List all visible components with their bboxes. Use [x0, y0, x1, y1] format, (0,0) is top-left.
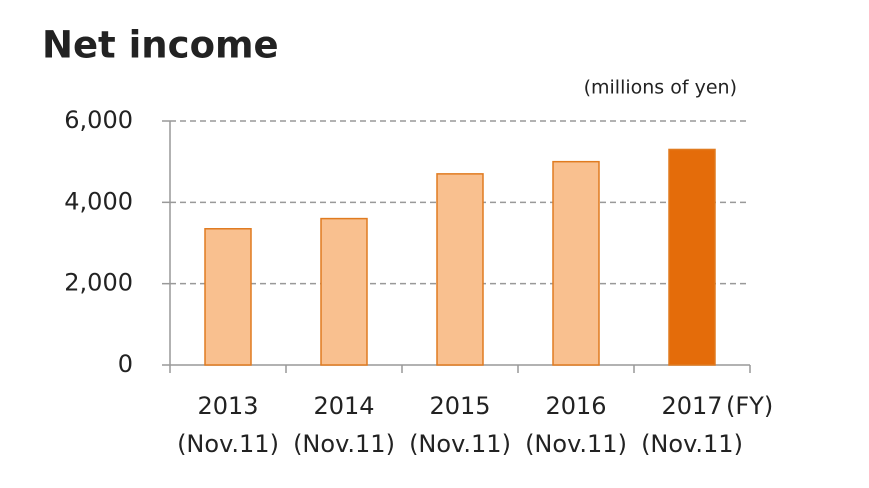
- x-tick-label: 2017: [661, 392, 722, 420]
- y-tick-label: 0: [118, 350, 133, 378]
- bar: [320, 217, 368, 366]
- x-tick-sublabel: (Nov.11): [409, 430, 511, 458]
- x-tick-sublabel: (Nov.11): [525, 430, 627, 458]
- y-tick-label: 2,000: [64, 269, 133, 297]
- x-tick-label: 2015: [429, 392, 490, 420]
- bar: [204, 228, 252, 366]
- x-tick-sublabel: (Nov.11): [641, 430, 743, 458]
- x-tick-label: 2016: [545, 392, 606, 420]
- bar: [668, 148, 716, 366]
- chart-title: Net income: [42, 24, 279, 67]
- x-tick-label: 2014: [313, 392, 374, 420]
- bar: [552, 160, 600, 366]
- x-tick-sublabel: (Nov.11): [177, 430, 279, 458]
- x-tick-sublabel: (Nov.11): [293, 430, 395, 458]
- y-tick-label: 6,000: [64, 106, 133, 134]
- x-unit: (FY): [726, 392, 773, 420]
- x-tick-label: 2013: [197, 392, 258, 420]
- bar: [436, 173, 484, 366]
- unit-label: (millions of yen): [584, 77, 737, 99]
- y-tick-label: 4,000: [64, 187, 133, 215]
